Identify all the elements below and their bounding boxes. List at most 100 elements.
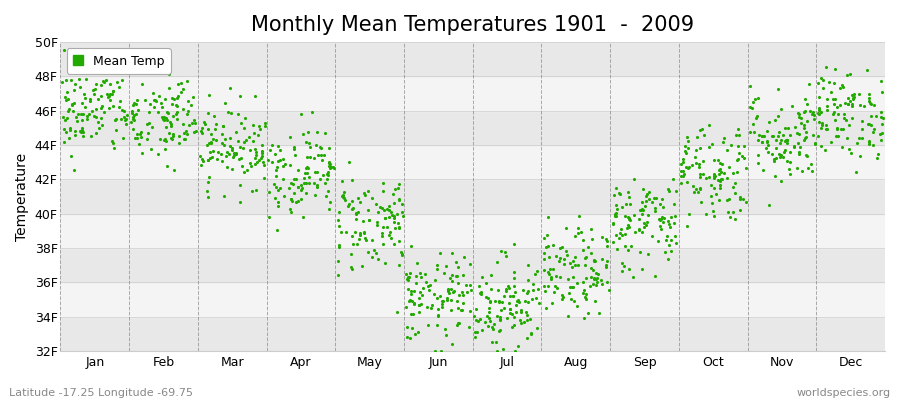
Point bbox=[390, 309, 404, 315]
Point bbox=[380, 205, 394, 212]
Point bbox=[80, 116, 94, 123]
Point bbox=[561, 312, 575, 319]
Point bbox=[691, 160, 706, 167]
Point bbox=[874, 78, 888, 84]
Point bbox=[841, 101, 855, 107]
Point bbox=[375, 232, 390, 239]
Point bbox=[283, 134, 297, 140]
Point bbox=[674, 173, 688, 180]
Point bbox=[818, 64, 832, 70]
Bar bbox=[60, 145, 885, 180]
Point bbox=[251, 132, 266, 138]
Point bbox=[682, 211, 697, 218]
Point bbox=[606, 221, 620, 227]
Point bbox=[662, 224, 677, 230]
Point bbox=[134, 65, 148, 71]
Point bbox=[545, 242, 560, 248]
Point bbox=[806, 131, 820, 138]
Point bbox=[607, 192, 621, 198]
Point bbox=[169, 94, 184, 101]
Point bbox=[867, 102, 881, 108]
Point bbox=[430, 322, 445, 328]
Point bbox=[776, 132, 790, 138]
Point bbox=[403, 243, 418, 249]
Point bbox=[420, 322, 435, 328]
Point bbox=[405, 325, 419, 332]
Point bbox=[141, 130, 156, 136]
Point bbox=[58, 94, 72, 100]
Point bbox=[187, 128, 202, 135]
Point bbox=[67, 87, 81, 93]
Point bbox=[407, 301, 421, 307]
Point bbox=[621, 221, 635, 228]
Point bbox=[106, 88, 121, 94]
Point bbox=[793, 143, 807, 150]
Point bbox=[441, 286, 455, 293]
Point bbox=[828, 116, 842, 123]
Point bbox=[493, 326, 508, 333]
Point bbox=[598, 264, 613, 270]
Point bbox=[164, 121, 178, 128]
Point bbox=[825, 96, 840, 102]
Point bbox=[739, 165, 753, 171]
Point bbox=[382, 232, 397, 238]
Point bbox=[698, 210, 713, 217]
Point bbox=[188, 120, 202, 126]
Point bbox=[386, 213, 400, 219]
Point bbox=[760, 148, 775, 155]
Point bbox=[829, 133, 843, 139]
Legend: Mean Temp: Mean Temp bbox=[67, 48, 171, 74]
Point bbox=[812, 107, 826, 113]
Point bbox=[714, 168, 728, 175]
Point bbox=[544, 300, 559, 306]
Point bbox=[862, 141, 877, 147]
Point bbox=[441, 285, 455, 292]
Point bbox=[310, 182, 324, 188]
Point bbox=[530, 268, 544, 275]
Point bbox=[642, 212, 656, 218]
Point bbox=[283, 206, 297, 212]
Point bbox=[217, 192, 231, 199]
Point bbox=[103, 96, 117, 103]
Point bbox=[789, 164, 804, 171]
Point bbox=[368, 249, 382, 256]
Point bbox=[443, 275, 457, 281]
Point bbox=[513, 317, 527, 323]
Point bbox=[349, 210, 364, 217]
Point bbox=[492, 328, 507, 334]
Point bbox=[403, 335, 418, 342]
Point bbox=[719, 174, 733, 181]
Point bbox=[464, 287, 478, 294]
Point bbox=[706, 173, 721, 180]
Point bbox=[432, 250, 446, 256]
Point bbox=[148, 96, 163, 103]
Point bbox=[568, 233, 582, 239]
Point bbox=[520, 317, 535, 323]
Point bbox=[681, 164, 696, 170]
Point bbox=[450, 298, 464, 304]
Point bbox=[400, 286, 415, 292]
Point bbox=[89, 114, 104, 120]
Point bbox=[855, 135, 869, 141]
Point bbox=[276, 163, 291, 170]
Point bbox=[792, 110, 806, 117]
Point bbox=[799, 129, 814, 135]
Point bbox=[871, 151, 886, 157]
Point bbox=[375, 224, 390, 230]
Point bbox=[202, 155, 217, 161]
Point bbox=[94, 105, 108, 112]
Point bbox=[297, 174, 311, 181]
Point bbox=[564, 284, 579, 291]
Point bbox=[713, 160, 727, 167]
Point bbox=[291, 198, 305, 204]
Point bbox=[862, 138, 877, 144]
Point bbox=[342, 158, 356, 165]
Point bbox=[161, 85, 176, 91]
Point bbox=[555, 296, 570, 302]
Point bbox=[579, 290, 593, 297]
Point bbox=[508, 289, 522, 295]
Point bbox=[107, 51, 122, 57]
Point bbox=[68, 114, 83, 120]
Point bbox=[623, 201, 637, 207]
Bar bbox=[60, 214, 885, 248]
